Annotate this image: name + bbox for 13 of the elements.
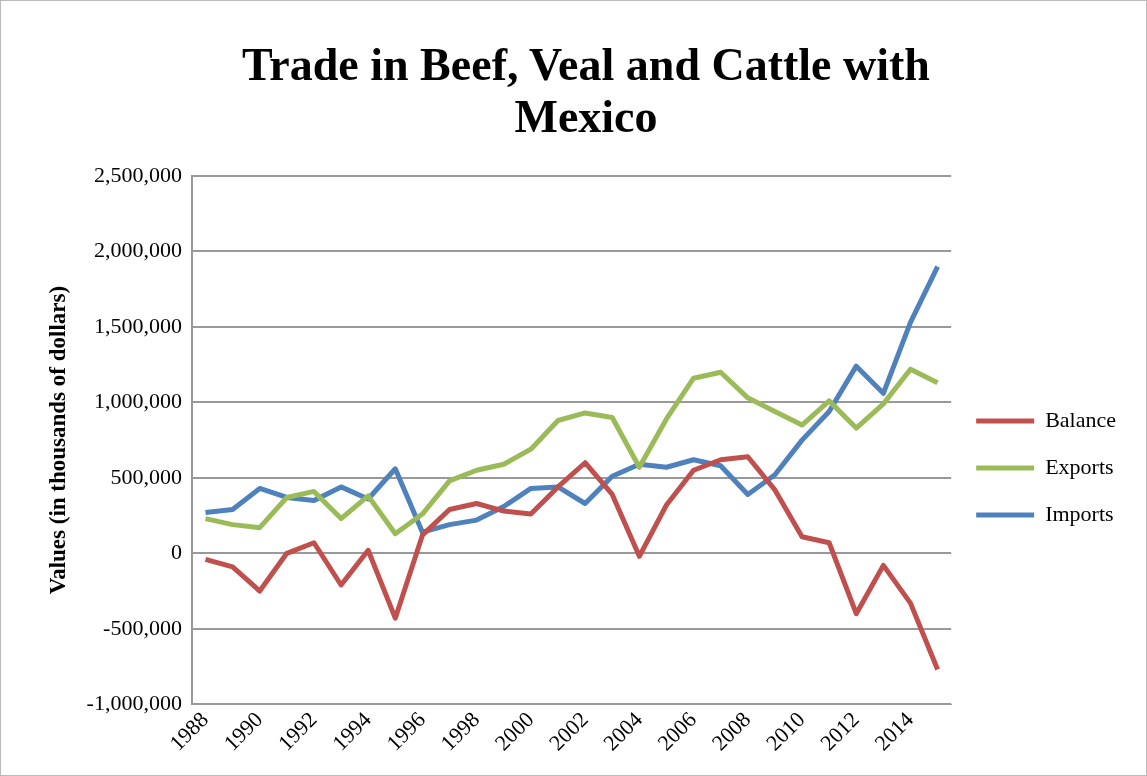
y-tick-label: 2,500,000 [93,161,182,187]
y-tick-label: -500,000 [103,614,182,640]
legend-label: Exports [1045,453,1114,479]
legend-label: Imports [1045,500,1114,526]
y-tick-label: 1,000,000 [93,388,182,414]
y-axis-title: Values (in thousands of dollars) [44,285,70,595]
y-tick-label: 1,500,000 [93,312,182,338]
y-tick-label: -1,000,000 [86,690,182,715]
y-tick-label: 2,000,000 [93,237,182,263]
y-tick-label: 0 [170,539,182,565]
chart-title: Trade in Beef, Veal and Cattle with Mexico [241,39,931,143]
legend-label: Balance [1045,406,1117,432]
y-tick-label: 500,000 [110,463,182,489]
